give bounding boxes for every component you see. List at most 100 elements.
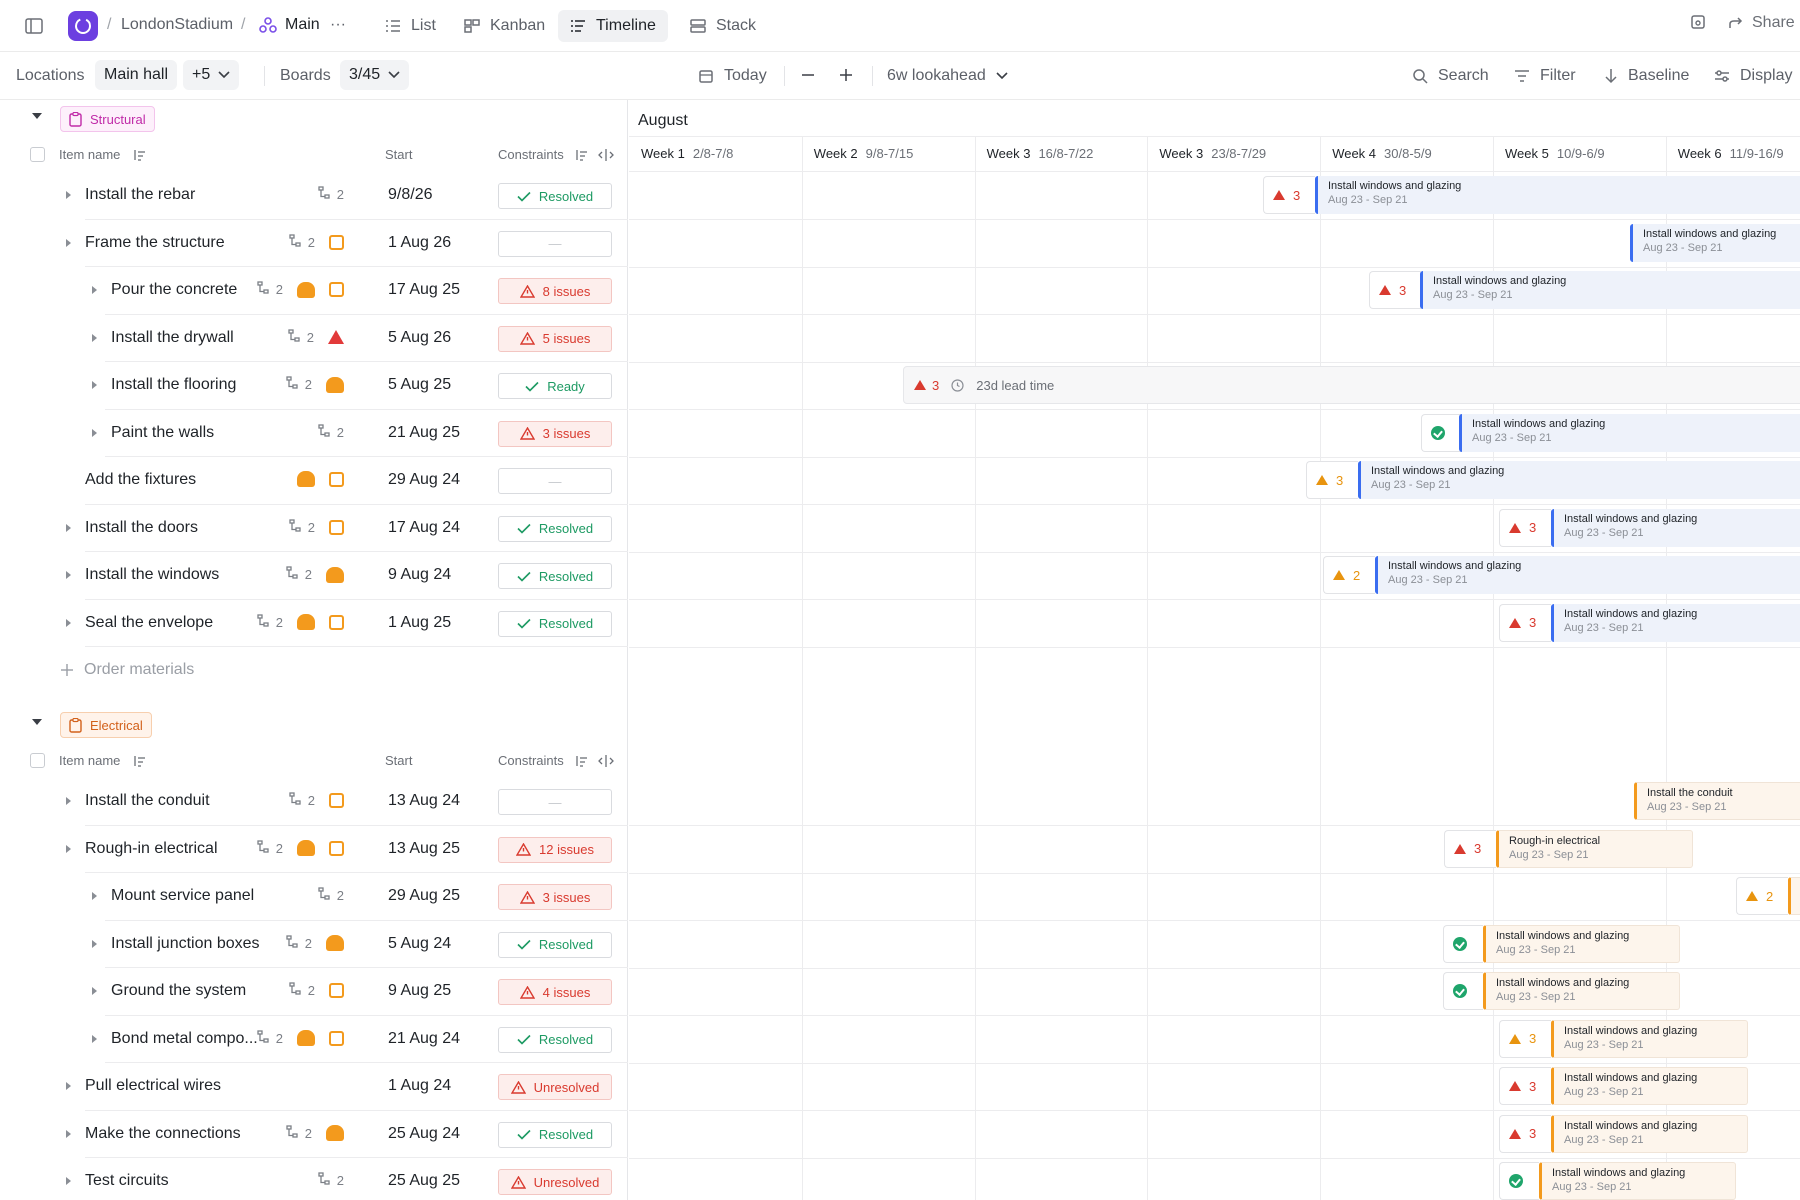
expand-caret-icon[interactable] [66, 523, 71, 532]
timeline-bar[interactable]: Install windows and glazing Aug 23 - Sep … [1551, 1114, 1748, 1153]
table-row[interactable]: Install the drywall 2 5 Aug 26 5 issues [0, 315, 628, 362]
timeline-bar[interactable]: Install windows and glazing Aug 23 - Sep … [1420, 271, 1800, 309]
app-logo[interactable] [68, 11, 98, 41]
timeline-bar[interactable]: Install windows and glazing Aug 23 - Sep … [1483, 972, 1680, 1010]
expand-caret-icon[interactable] [66, 844, 71, 853]
constraint-badge[interactable]: Resolved [498, 515, 612, 542]
lead-time-bar[interactable]: 3 23d lead time [903, 366, 1800, 404]
tab-kanban[interactable]: Kanban [452, 10, 557, 42]
expand-caret-icon[interactable] [66, 618, 71, 627]
constraint-badge[interactable]: — [498, 789, 612, 815]
timeline-bar[interactable]: Install windows and glazing Aug 23 - Sep … [1539, 1162, 1736, 1200]
constraint-badge[interactable]: Resolved [498, 1121, 612, 1148]
constraint-badge[interactable]: 4 issues [498, 979, 612, 1005]
tab-timeline[interactable]: Timeline [558, 10, 668, 42]
baseline-button[interactable]: Baseline [1604, 67, 1689, 85]
table-row[interactable]: Rough-in electrical 2 13 Aug 25 12 issues [0, 826, 628, 873]
table-row[interactable]: Install the doors 2 17 Aug 24 Resolved [0, 505, 628, 552]
timeline-bar[interactable]: Install windows and glazing Aug 23 - Sep … [1551, 1067, 1748, 1105]
constraint-badge[interactable]: Ready [498, 373, 612, 399]
timeline-bar[interactable]: Install windows and glazing Aug 23 - Sep … [1483, 924, 1680, 963]
timeline-bar[interactable]: Install windows and glazing Aug 23 - Sep … [1630, 223, 1800, 262]
item-name[interactable]: Install the doors [85, 518, 198, 536]
constraint-badge[interactable]: Resolved [498, 183, 612, 209]
constraint-flag[interactable]: 3 [1499, 508, 1551, 547]
table-row[interactable]: Add the fixtures 29 Aug 24 — [0, 457, 628, 505]
constraint-flag[interactable]: 3 [1499, 603, 1551, 642]
constraint-flag[interactable] [1443, 972, 1483, 1010]
expand-caret-icon[interactable] [92, 987, 97, 995]
column-item-name[interactable]: Item name [59, 147, 146, 162]
select-all-checkbox[interactable] [30, 147, 45, 162]
constraint-badge[interactable]: Resolved [498, 563, 612, 589]
constraint-badge[interactable]: 3 issues [498, 884, 612, 910]
expand-caret-icon[interactable] [92, 1034, 97, 1043]
table-row[interactable]: Install the windows 2 9 Aug 24 Resolved [0, 552, 628, 600]
constraint-flag[interactable]: 3 [1306, 461, 1358, 499]
timeline-bar[interactable]: Install windows and glazing Aug 23 - Sep … [1459, 413, 1800, 452]
item-name[interactable]: Add the fixtures [85, 471, 197, 488]
constraint-flag[interactable]: 3 [1499, 1067, 1551, 1105]
constraint-flag[interactable]: 3 [1499, 1114, 1551, 1153]
item-name[interactable]: Install the conduit [85, 792, 210, 809]
timeline-bar[interactable]: Install windows and glazing Aug 23 - Sep … [1551, 1019, 1748, 1058]
expand-caret-icon[interactable] [66, 238, 71, 247]
table-row[interactable]: Mount service panel 2 29 Aug 25 3 issues [0, 873, 628, 921]
expand-caret-icon[interactable] [66, 1129, 71, 1138]
item-name[interactable]: Rough-in electrical [85, 839, 218, 857]
search-button[interactable]: Search [1412, 67, 1489, 85]
item-name[interactable]: Ground the system [111, 982, 247, 999]
item-name[interactable]: Install the flooring [111, 376, 237, 393]
select-all-checkbox[interactable] [30, 753, 45, 768]
constraint-badge[interactable]: — [498, 230, 612, 257]
expand-caret-icon[interactable] [66, 797, 71, 805]
item-name[interactable]: Pour the concrete [111, 281, 238, 298]
table-row[interactable]: Pour the concrete 2 17 Aug 25 8 issues [0, 267, 628, 315]
item-name[interactable]: Paint the walls [111, 423, 215, 441]
lookahead-select[interactable]: 6w lookahead [887, 67, 1008, 85]
timeline-bar[interactable]: Install windows and glazing Aug 23 - Sep … [1375, 556, 1800, 594]
constraint-badge[interactable]: Resolved [498, 1026, 612, 1053]
zoom-out-button[interactable] [800, 67, 816, 83]
timeline-bar[interactable]: Rough-in electrical Aug 23 - Sep 21 [1496, 829, 1693, 868]
timeline-bar[interactable]: Install the conduit Aug 23 - Sep 21 [1634, 782, 1800, 820]
collapse-caret-icon[interactable] [32, 719, 42, 725]
expand-caret-icon[interactable] [92, 939, 97, 948]
expand-caret-icon[interactable] [92, 428, 97, 437]
column-constraints[interactable]: Constraints [498, 147, 614, 162]
constraint-badge[interactable]: 5 issues [498, 325, 612, 352]
constraint-badge[interactable]: 8 issues [498, 278, 612, 304]
item-name[interactable]: Frame the structure [85, 233, 225, 251]
table-row[interactable]: Frame the structure 2 1 Aug 26 — [0, 220, 628, 267]
expand-caret-icon[interactable] [66, 1177, 71, 1185]
item-name[interactable]: Install junction boxes [111, 934, 260, 952]
tab-stack[interactable]: Stack [678, 10, 768, 42]
display-button[interactable]: Display [1714, 67, 1792, 85]
table-row[interactable]: Install the flooring 2 5 Aug 25 Ready [0, 362, 628, 410]
item-name[interactable]: Pull electrical wires [85, 1077, 222, 1094]
collapse-caret-icon[interactable] [32, 113, 42, 119]
constraint-flag[interactable]: 3 [1444, 829, 1496, 868]
group-tag[interactable]: Structural [60, 106, 155, 132]
constraint-badge[interactable]: — [498, 468, 612, 494]
share-button[interactable]: Share [1728, 14, 1795, 32]
item-name[interactable]: Make the connections [85, 1124, 241, 1142]
constraint-flag[interactable]: 2 [1736, 877, 1788, 915]
boards-select[interactable]: 3/45 [340, 60, 410, 90]
expand-caret-icon[interactable] [92, 892, 97, 900]
item-name[interactable]: Install the rebar [85, 186, 196, 203]
constraint-badge[interactable]: Unresolved [498, 1169, 612, 1195]
filter-button[interactable]: Filter [1514, 67, 1576, 85]
timeline-bar[interactable]: Install windows and glazing Aug 23 - Sep … [1358, 461, 1800, 499]
item-name[interactable]: Seal the envelope [85, 613, 214, 631]
table-row[interactable]: Make the connections 2 25 Aug 24 Resolved [0, 1111, 628, 1158]
table-row[interactable]: Bond metal compo... 2 21 Aug 24 Resolved [0, 1016, 628, 1063]
expand-caret-icon[interactable] [66, 1082, 71, 1090]
locations-more-select[interactable]: +5 [183, 60, 240, 90]
constraint-badge[interactable]: Resolved [498, 610, 612, 637]
constraint-flag[interactable]: 3 [1263, 176, 1315, 214]
item-name[interactable]: Install the windows [85, 566, 220, 583]
expand-caret-icon[interactable] [66, 191, 71, 199]
save-icon[interactable] [1690, 14, 1706, 30]
timeline-bar[interactable]: Install windows and glazing Aug 23 - Sep … [1551, 603, 1800, 642]
